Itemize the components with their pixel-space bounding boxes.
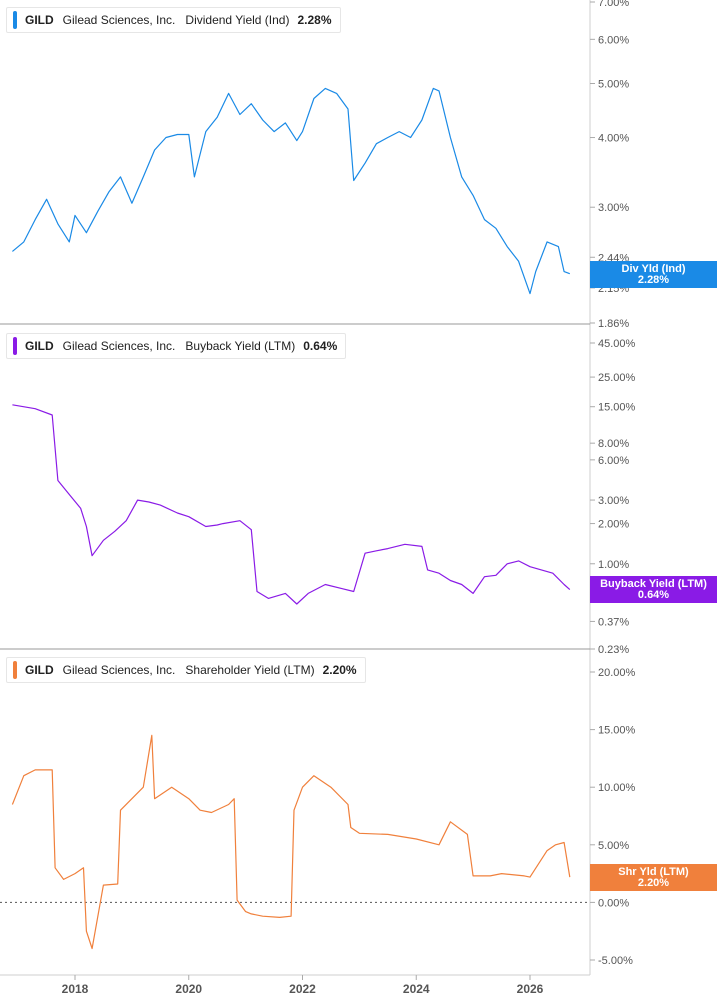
- legend-company: Gilead Sciences, Inc.: [62, 339, 176, 353]
- y-tick-label: 15.00%: [598, 725, 636, 737]
- y-tick-label: 25.00%: [598, 372, 636, 384]
- y-tick-label: 4.00%: [598, 133, 629, 145]
- y-tick-label: 2.00%: [598, 519, 629, 531]
- legend-metric: Dividend Yield (Ind): [185, 13, 290, 27]
- y-tick-label: 1.00%: [598, 559, 629, 571]
- x-tick-label: 2024: [403, 982, 430, 996]
- y-tick-label: -5.00%: [598, 955, 633, 967]
- x-tick-label: 2020: [175, 982, 202, 996]
- y-tick-label: 6.00%: [598, 34, 629, 46]
- series-line: [12, 404, 571, 605]
- y-tick-label: 5.00%: [598, 840, 629, 852]
- y-tick-label: 3.00%: [598, 495, 629, 507]
- y-tick-label: 0.23%: [598, 644, 629, 656]
- y-tick-label: 0.00%: [598, 897, 629, 909]
- series-line: [12, 87, 571, 295]
- legend-buyback-yield[interactable]: GILD Gilead Sciences, Inc. Buyback Yield…: [6, 333, 347, 359]
- y-tick-label: 7.00%: [598, 0, 629, 9]
- y-tick-label: 20.00%: [598, 667, 636, 679]
- legend-metric: Shareholder Yield (LTM): [185, 663, 315, 677]
- x-tick-label: 2026: [517, 982, 544, 996]
- y-tick-label: 3.00%: [598, 202, 629, 214]
- y-axis-ticks: 7.00%6.00%5.00%4.00%3.00%2.44%2.15%1.86%…: [0, 0, 636, 975]
- x-tick-label: 2022: [289, 982, 316, 996]
- y-tick-label: 10.00%: [598, 782, 636, 794]
- y-tick-label: 5.00%: [598, 78, 629, 90]
- legend-metric: Buyback Yield (LTM): [185, 339, 296, 353]
- last-value-tag-dividend: Div Yld (Ind) 2.28%: [590, 261, 717, 288]
- legend-company: Gilead Sciences, Inc.: [62, 663, 176, 677]
- legend-value: 2.20%: [322, 663, 357, 677]
- y-tick-label: 45.00%: [598, 338, 636, 350]
- y-tick-label: 0.37%: [598, 616, 629, 628]
- legend-shareholder-yield[interactable]: GILD Gilead Sciences, Inc. Shareholder Y…: [6, 657, 366, 683]
- x-tick-label: 2018: [62, 982, 89, 996]
- tag-value: 2.20%: [637, 876, 670, 889]
- tag-label: Shr Yld (LTM): [618, 865, 689, 878]
- last-value-tag-buyback: Buyback Yield (LTM) 0.64%: [590, 576, 717, 603]
- legend-ticker: GILD: [25, 13, 54, 27]
- legend-value: 0.64%: [303, 339, 338, 353]
- series-color-swatch: [13, 661, 17, 679]
- y-tick-label: 1.86%: [598, 318, 629, 330]
- legend-company: Gilead Sciences, Inc.: [62, 13, 176, 27]
- series-lines: [11, 87, 571, 950]
- series-color-swatch: [13, 11, 17, 29]
- series-color-swatch: [13, 337, 17, 355]
- last-value-tag-shareholder: Shr Yld (LTM) 2.20%: [590, 864, 717, 891]
- legend-value: 2.28%: [297, 13, 332, 27]
- tag-value: 0.64%: [637, 588, 670, 601]
- legend-ticker: GILD: [25, 339, 54, 353]
- y-tick-label: 6.00%: [598, 455, 629, 467]
- tag-label: Div Yld (Ind): [621, 262, 686, 275]
- legend-ticker: GILD: [25, 663, 54, 677]
- x-axis: 2018 2020 2022 2024 2026: [0, 974, 590, 996]
- y-tick-label: 15.00%: [598, 402, 636, 414]
- y-tick-label: 8.00%: [598, 438, 629, 450]
- tag-label: Buyback Yield (LTM): [600, 577, 707, 590]
- tag-value: 2.28%: [637, 273, 670, 286]
- legend-dividend-yield[interactable]: GILD Gilead Sciences, Inc. Dividend Yiel…: [6, 7, 341, 33]
- series-line: [11, 734, 571, 950]
